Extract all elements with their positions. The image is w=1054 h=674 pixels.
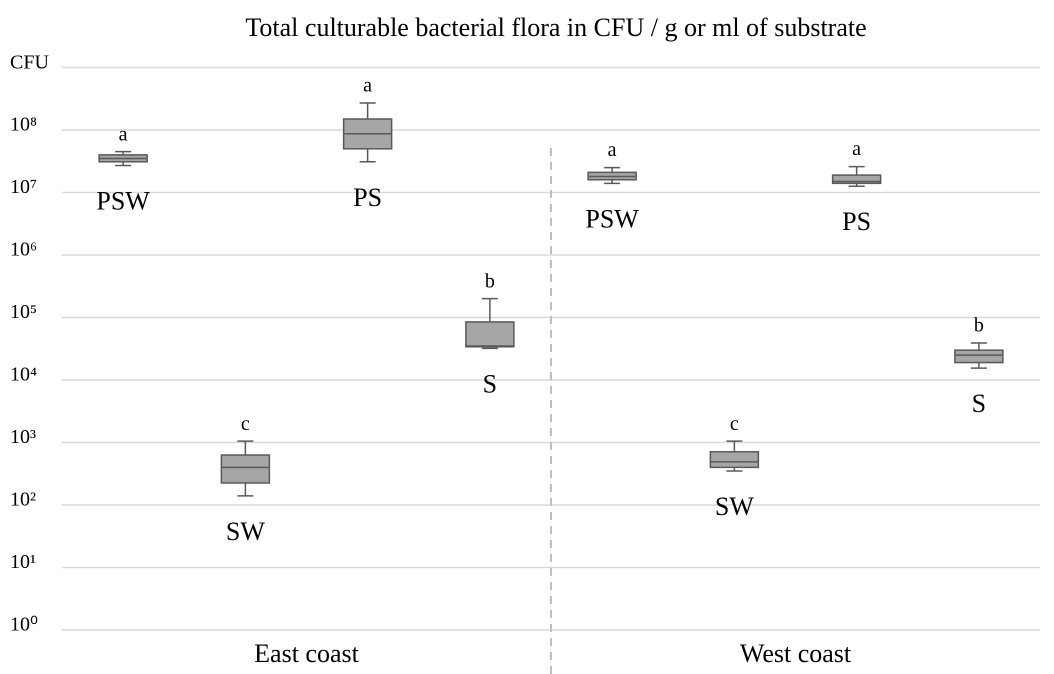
box-letter: b xyxy=(485,270,495,292)
box xyxy=(465,321,515,348)
chart-title: Total culturable bacterial flora in CFU … xyxy=(245,13,866,42)
box-label: PSW xyxy=(96,187,150,216)
box-letter: a xyxy=(119,123,128,145)
box-letter: a xyxy=(852,138,861,160)
group-label: West coast xyxy=(740,639,852,668)
box-label: PS xyxy=(842,207,871,236)
box-letter: b xyxy=(974,315,984,337)
y-axis-label: CFU xyxy=(10,52,49,74)
y-tick-label: 10⁰ xyxy=(10,614,38,636)
y-tick-label: 10⁸ xyxy=(10,114,37,136)
box-letter: c xyxy=(241,413,250,435)
box-label: PS xyxy=(353,183,382,212)
box xyxy=(831,174,882,185)
box xyxy=(709,451,760,469)
box xyxy=(954,349,1004,364)
box xyxy=(220,454,271,484)
y-tick-label: 10³ xyxy=(10,426,36,448)
box-label: PSW xyxy=(585,204,639,233)
y-tick-label: 10⁴ xyxy=(10,364,37,386)
y-tick-label: 10⁷ xyxy=(10,176,37,198)
box-label: S xyxy=(972,389,986,418)
box-letter: a xyxy=(363,75,372,97)
y-tick-label: 10⁶ xyxy=(10,239,37,261)
y-tick-label: 10¹ xyxy=(10,551,36,573)
box-letter: a xyxy=(608,139,617,161)
y-tick-label: 10² xyxy=(10,489,36,511)
y-tick-label: 10⁵ xyxy=(10,301,37,323)
box-label: S xyxy=(483,369,497,398)
box-label: SW xyxy=(715,492,754,521)
group-label: East coast xyxy=(254,639,359,668)
box-letter: c xyxy=(730,413,739,435)
box-label: SW xyxy=(226,517,265,546)
